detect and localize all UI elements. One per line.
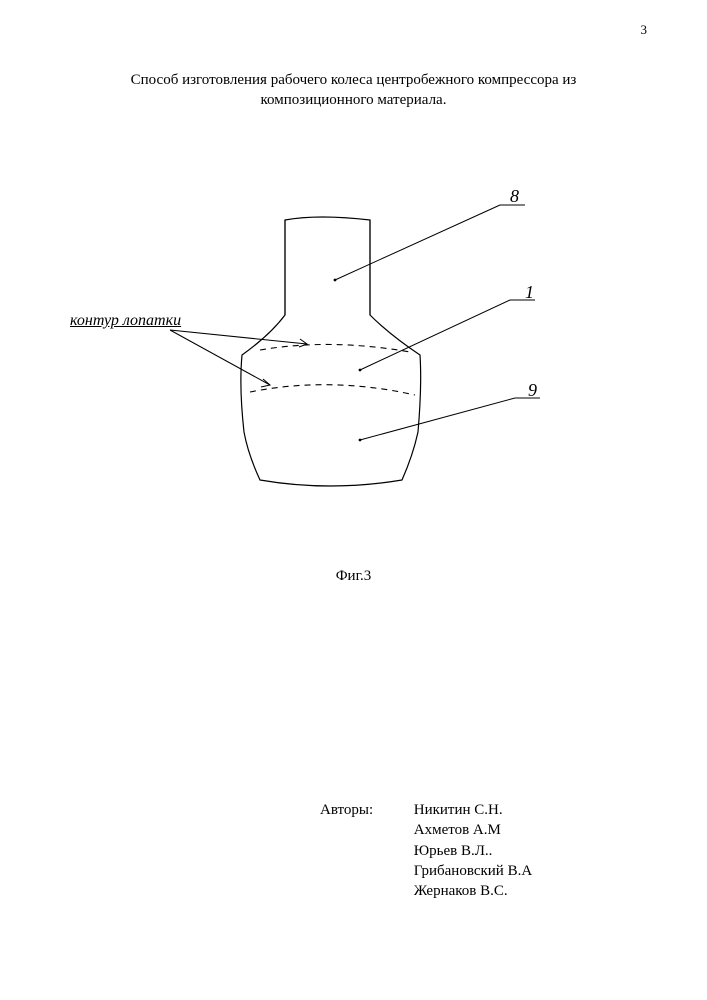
author-3: Юрьев В.Л.. [414,843,493,859]
leader-to-dashed-1 [170,330,307,344]
leader-1 [360,300,510,370]
document-title: Способ изготовления рабочего колеса цент… [0,70,707,111]
dashed-lower [250,385,415,395]
leader-8 [335,205,500,280]
title-line-1: Способ изготовления рабочего колеса цент… [131,72,577,88]
page-number: 3 [641,22,648,38]
figure-3: контур лопатки 8 1 9 [110,180,570,560]
leader-9 [360,398,515,440]
callout-8: 8 [510,186,519,207]
figure-svg [110,180,570,560]
author-4: Грибановский В.А [414,863,532,879]
author-2: Ахметов А.М [414,822,501,838]
page: 3 Способ изготовления рабочего колеса це… [0,0,707,1000]
title-line-2: композиционного материала. [261,92,447,108]
callout-9: 9 [528,380,537,401]
authors-list: Никитин С.Н. Ахметов А.М Юрьев В.Л.. Гри… [414,800,532,901]
author-5: Жернаков В.С. [414,883,508,899]
authors-block: Авторы: Никитин С.Н. Ахметов А.М Юрьев В… [320,800,532,901]
shape-outline [241,217,421,486]
dashed-upper [260,344,410,352]
authors-label: Авторы: [320,800,410,820]
side-label-contour: контур лопатки [70,312,181,330]
author-1: Никитин С.Н. [414,802,503,818]
callout-1: 1 [525,282,534,303]
figure-caption: Фиг.3 [0,568,707,585]
